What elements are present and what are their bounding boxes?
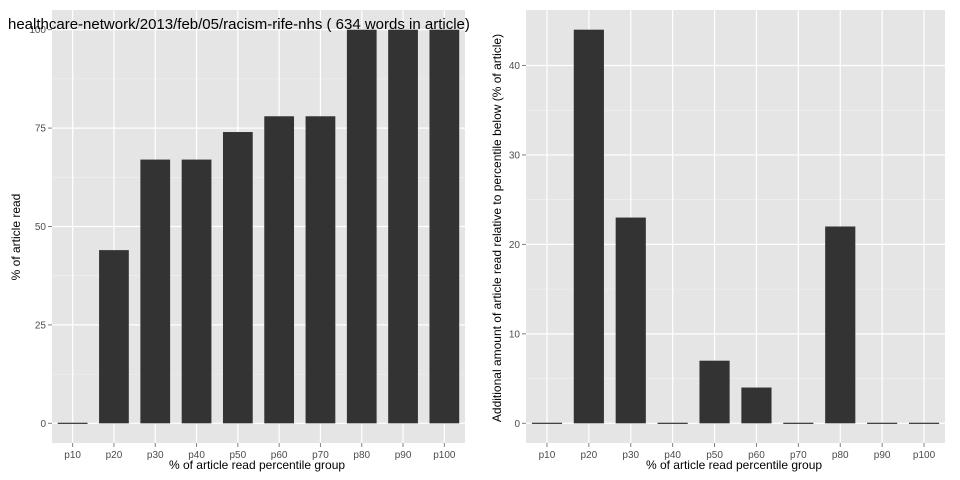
x-tick-label: p40	[188, 450, 205, 461]
y-tick-label: 0	[40, 419, 46, 430]
x-tick-label: p70	[312, 450, 329, 461]
y-tick-label: 10	[509, 329, 521, 340]
bar-p30	[615, 217, 646, 424]
x-tick-label: p60	[271, 450, 288, 461]
x-tick-label: p30	[147, 450, 164, 461]
x-tick-label: p20	[106, 450, 123, 461]
bar-p90	[388, 29, 418, 424]
x-tick-label: p10	[64, 450, 81, 461]
y-tick-label: 40	[509, 61, 521, 72]
bar-p100	[908, 422, 940, 424]
x-tick-label: p20	[581, 450, 598, 461]
y-axis-title-right: Additional amount of article read relati…	[490, 34, 504, 422]
panel-left: 0 25 50 75 100 p10 p20 p30 p40 p50 p60 p70 p80 p90 p10…	[29, 10, 465, 461]
x-tick-label: p10	[539, 450, 556, 461]
bar-p50	[699, 360, 730, 424]
bar-p20	[99, 250, 129, 424]
y-axis-title-left: % of article read	[9, 194, 23, 281]
x-tick-label: p30	[622, 450, 639, 461]
chart-title: healthcare-network/2013/feb/05/racism-ri…	[8, 16, 470, 33]
bar-p10	[57, 422, 88, 424]
x-tick-label: p90	[874, 450, 891, 461]
bar-p60	[264, 116, 295, 424]
y-tick-label: 75	[35, 124, 47, 135]
bar-p70	[783, 422, 814, 424]
x-tick-label: p100	[433, 450, 456, 461]
y-tick-label: 50	[35, 222, 47, 233]
bar-p20	[573, 29, 604, 424]
x-tick-label: p50	[706, 450, 723, 461]
bar-p50	[222, 132, 253, 424]
bar-p30	[140, 159, 171, 424]
y-tick-label: 25	[35, 320, 47, 331]
bar-p40	[657, 422, 688, 424]
y-tick-label: 100	[29, 25, 46, 36]
bar-p40	[181, 159, 212, 424]
x-tick-label: p80	[353, 450, 370, 461]
bar-p100	[429, 29, 460, 424]
y-tick-label: 0	[514, 419, 520, 430]
y-tick-label: 30	[509, 150, 521, 161]
x-tick-label: p70	[790, 450, 807, 461]
bar-p90	[867, 422, 898, 424]
bar-p60	[741, 387, 772, 424]
x-tick-label: p40	[664, 450, 681, 461]
x-tick-label: p90	[395, 450, 412, 461]
bar-p80	[346, 29, 377, 424]
bar-p70	[305, 116, 336, 424]
x-tick-label: p60	[748, 450, 765, 461]
bar-p10	[531, 422, 563, 424]
x-axis-title-right: % of article read percentile group	[646, 458, 822, 472]
x-tick-label: p80	[832, 450, 849, 461]
y-tick-label: 20	[509, 240, 521, 251]
x-tick-label: p100	[913, 450, 936, 461]
x-axis-title-left: % of article read percentile group	[169, 458, 345, 472]
bar-p80	[825, 226, 856, 424]
x-tick-label: p50	[230, 450, 247, 461]
panel-right: 0 10 20 30 40 p10 p20 p30 p40 p50 p60 p70 p80 p90 p100	[509, 10, 945, 461]
